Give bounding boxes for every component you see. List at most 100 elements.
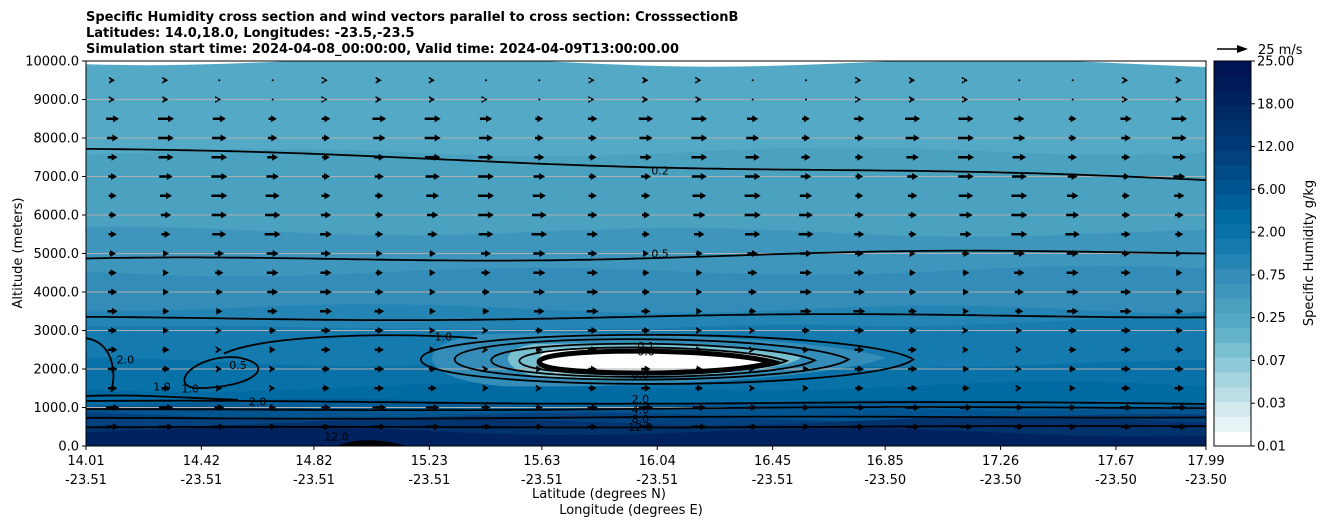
- x-tick-label-lon: -23.51: [65, 473, 107, 488]
- wind-vector: [962, 346, 969, 354]
- wind-vector: [1066, 192, 1079, 200]
- colorbar-swatch: [1214, 90, 1251, 106]
- wind-vector: [1174, 365, 1184, 373]
- wind-vector: [962, 288, 969, 296]
- wind-vector: [106, 134, 119, 142]
- wind-vector: [158, 423, 174, 431]
- wind-vector: [267, 134, 278, 142]
- colorbar-swatch: [1214, 371, 1251, 388]
- wind-vector: [214, 250, 225, 257]
- wind-vector: [802, 404, 810, 411]
- wind-vector: [695, 327, 702, 334]
- wind-vector: [908, 327, 917, 334]
- wind-vector: [641, 365, 651, 373]
- wind-vector: [691, 153, 708, 161]
- wind-vector: [1068, 346, 1077, 354]
- wind-vector: [1018, 79, 1021, 82]
- wind-vector: [958, 192, 974, 200]
- wind-vector: [161, 230, 171, 238]
- wind-vector: [906, 153, 919, 161]
- x-axis-label: Latitude (degrees N): [532, 487, 666, 502]
- wind-vector: [1069, 384, 1076, 392]
- x-tick-label-lat: 15.23: [411, 454, 448, 469]
- wind-vector: [802, 365, 810, 373]
- wind-vector: [588, 192, 597, 200]
- contour-label: 0.1: [637, 340, 655, 353]
- wind-vector: [1014, 269, 1025, 277]
- wind-vector: [1011, 192, 1028, 200]
- wind-vector: [162, 288, 169, 296]
- wind-vector: [162, 96, 169, 103]
- wind-vector: [320, 288, 332, 296]
- x-axis-label-2: Longitude (degrees E): [559, 503, 703, 518]
- terrain: [336, 440, 407, 446]
- wind-vector: [853, 288, 865, 296]
- wind-vector: [744, 173, 761, 180]
- quiver-key: 25 m/s: [1217, 43, 1303, 58]
- wind-vector: [372, 404, 387, 411]
- colorbar-swatch: [1214, 75, 1251, 92]
- contour-line: [419, 333, 915, 385]
- wind-vector: [744, 230, 761, 238]
- wind-vector: [1066, 288, 1079, 296]
- colorbar-swatch: [1214, 149, 1251, 166]
- wind-vector: [959, 423, 973, 431]
- wind-vector: [587, 250, 598, 257]
- wind-vector: [321, 115, 331, 123]
- wind-vector: [1068, 327, 1077, 334]
- wind-vector: [375, 211, 384, 219]
- wind-vector: [798, 230, 814, 238]
- wind-vector: [321, 192, 331, 200]
- wind-vector: [374, 384, 385, 392]
- wind-vector: [748, 404, 757, 411]
- contour-label: 0.0: [632, 368, 650, 381]
- y-tick-label: 8000.0: [34, 132, 80, 147]
- wind-vector: [1121, 96, 1128, 103]
- chart-title-line-1: Specific Humidity cross section and wind…: [86, 10, 738, 25]
- wind-vector: [373, 153, 385, 161]
- colorbar-swatch: [1214, 238, 1251, 254]
- y-axis-label: Altitude (meters): [11, 198, 26, 309]
- wind-vector: [587, 346, 598, 354]
- wind-vector: [160, 211, 172, 219]
- wind-vector: [1012, 153, 1027, 161]
- wind-vector: [320, 230, 332, 238]
- x-tick-label-lat: 16.85: [867, 454, 904, 469]
- wind-vector: [108, 269, 117, 277]
- wind-vector: [800, 250, 812, 257]
- wind-vector: [482, 307, 490, 315]
- wind-vector: [108, 327, 118, 334]
- wind-vector: [321, 96, 328, 103]
- wind-vector: [374, 365, 385, 373]
- y-axis-ticks: 0.0 1000.0 2000.0 3000.0 4000.0 5000.0 6000.0 7…: [25, 55, 86, 455]
- wind-vector: [1122, 192, 1130, 200]
- wind-vector: [744, 211, 761, 219]
- y-tick-label: 2000.0: [34, 363, 80, 378]
- wind-vector: [533, 288, 546, 296]
- wind-vector: [802, 384, 809, 392]
- wind-vector: [1066, 211, 1080, 219]
- wind-vector: [211, 211, 227, 219]
- wind-vector: [429, 327, 436, 334]
- wind-vector: [320, 250, 332, 257]
- wind-vector: [375, 288, 384, 296]
- wind-vector: [854, 346, 865, 354]
- wind-vector: [1175, 76, 1182, 84]
- wind-vector: [587, 269, 598, 277]
- wind-vector: [1067, 173, 1078, 180]
- colorbar-tick-label: 6.00: [1257, 183, 1286, 198]
- contour-label: 4.0: [632, 403, 650, 416]
- wind-vector: [485, 79, 487, 82]
- wind-vector: [587, 115, 598, 123]
- wind-vector: [534, 134, 544, 142]
- wind-vector: [959, 211, 973, 219]
- wind-vector: [425, 173, 440, 180]
- wind-vector: [481, 269, 491, 277]
- wind-vector: [267, 153, 279, 161]
- contour-label: 0.5: [651, 248, 669, 261]
- wind-vector: [853, 307, 866, 315]
- x-tick-label-lat: 14.01: [67, 454, 104, 469]
- wind-vector: [962, 365, 970, 373]
- wind-vector: [1068, 404, 1077, 411]
- wind-vector: [694, 230, 705, 238]
